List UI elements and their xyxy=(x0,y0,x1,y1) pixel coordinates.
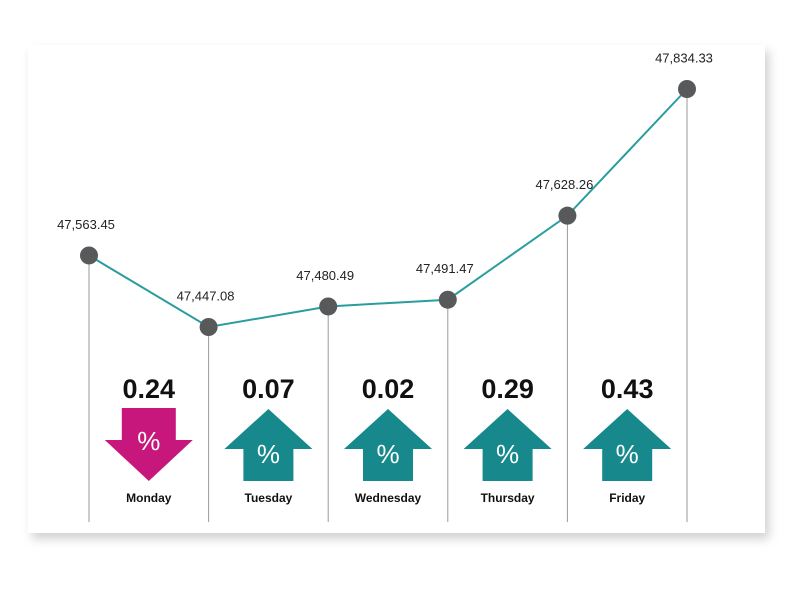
day-label: Thursday xyxy=(481,491,535,505)
arrow-up xyxy=(344,409,432,481)
point xyxy=(319,297,338,316)
day-label: Friday xyxy=(609,491,645,505)
value-label: 47,834.33 xyxy=(655,50,713,65)
change-value: 0.07 xyxy=(242,374,295,404)
day-label: Tuesday xyxy=(245,491,293,505)
value-label: 47,491.47 xyxy=(416,261,474,276)
change-value: 0.43 xyxy=(601,374,654,404)
value-label: 47,480.49 xyxy=(296,268,354,283)
day-label: Wednesday xyxy=(355,491,422,505)
day-label: Monday xyxy=(126,491,172,505)
percent-sign: % xyxy=(376,439,399,469)
value-label: 47,447.08 xyxy=(177,288,235,303)
line xyxy=(88,88,688,329)
percent-sign: % xyxy=(496,439,519,469)
percent-sign: % xyxy=(137,426,160,456)
point xyxy=(438,290,457,309)
point xyxy=(199,318,218,336)
percent-sign: % xyxy=(257,439,280,469)
arrow-up xyxy=(583,409,672,481)
change-value: 0.02 xyxy=(362,374,415,404)
point xyxy=(558,206,577,225)
percent-sign: % xyxy=(616,439,639,469)
value-label: 47,563.45 xyxy=(57,217,115,232)
arrow-down xyxy=(104,408,193,481)
point xyxy=(678,80,696,98)
arrow-up xyxy=(224,409,313,481)
arrow-up xyxy=(463,409,552,481)
value-label: 47,628.26 xyxy=(535,177,593,192)
change-value: 0.24 xyxy=(123,374,176,404)
change-value: 0.29 xyxy=(481,374,534,404)
plot: 47,563.45 47,447.08 47,480.49 47,491.47 47,6… xyxy=(57,50,713,522)
point xyxy=(80,246,98,265)
